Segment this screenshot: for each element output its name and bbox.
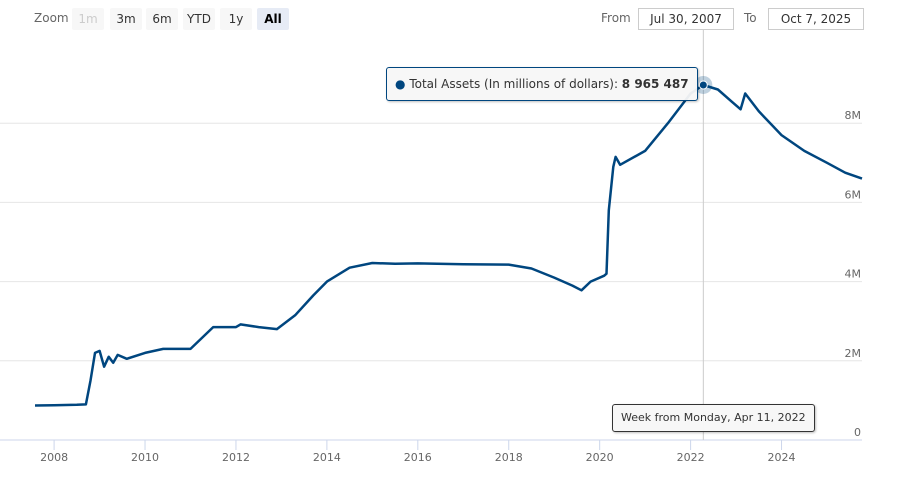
hover-point bbox=[698, 80, 708, 90]
x-tick-label: 2008 bbox=[40, 451, 68, 464]
x-tick-label: 2020 bbox=[586, 451, 614, 464]
range-6m-button[interactable]: 6m bbox=[146, 8, 178, 30]
to-label: To bbox=[744, 11, 757, 25]
y-tick-label: 4M bbox=[845, 268, 862, 281]
x-tick-label: 2022 bbox=[677, 451, 705, 464]
y-tick-label: 2M bbox=[845, 347, 862, 360]
range-1m-button[interactable]: 1m bbox=[72, 8, 104, 30]
tooltip-series-name: Total Assets (In millions of dollars) bbox=[409, 77, 614, 91]
y-tick-label: 8M bbox=[845, 109, 862, 122]
range-3m-button[interactable]: 3m bbox=[110, 8, 142, 30]
series-tooltip: ● Total Assets (In millions of dollars):… bbox=[386, 67, 698, 101]
range-1y-button[interactable]: 1y bbox=[220, 8, 252, 30]
x-tick-label: 2010 bbox=[131, 451, 159, 464]
series-dot-icon: ● bbox=[395, 77, 406, 91]
from-date-input[interactable]: Jul 30, 2007 bbox=[638, 8, 734, 30]
y-tick-label: 6M bbox=[845, 188, 862, 201]
zoom-label: Zoom bbox=[34, 11, 69, 25]
x-tick-label: 2016 bbox=[404, 451, 432, 464]
x-tick-label: 2014 bbox=[313, 451, 341, 464]
x-tooltip: Week from Monday, Apr 11, 2022 bbox=[612, 404, 815, 432]
y-tick-label: 0 bbox=[854, 426, 861, 439]
range-all-button[interactable]: All bbox=[257, 8, 289, 30]
series-line bbox=[34, 83, 863, 407]
range-ytd-button[interactable]: YTD bbox=[183, 8, 215, 30]
x-tick-label: 2012 bbox=[222, 451, 250, 464]
x-tick-label: 2018 bbox=[495, 451, 523, 464]
x-tick-label: 2024 bbox=[768, 451, 796, 464]
from-label: From bbox=[601, 11, 631, 25]
tooltip-value: 8 965 487 bbox=[621, 77, 689, 91]
to-date-input[interactable]: Oct 7, 2025 bbox=[768, 8, 864, 30]
